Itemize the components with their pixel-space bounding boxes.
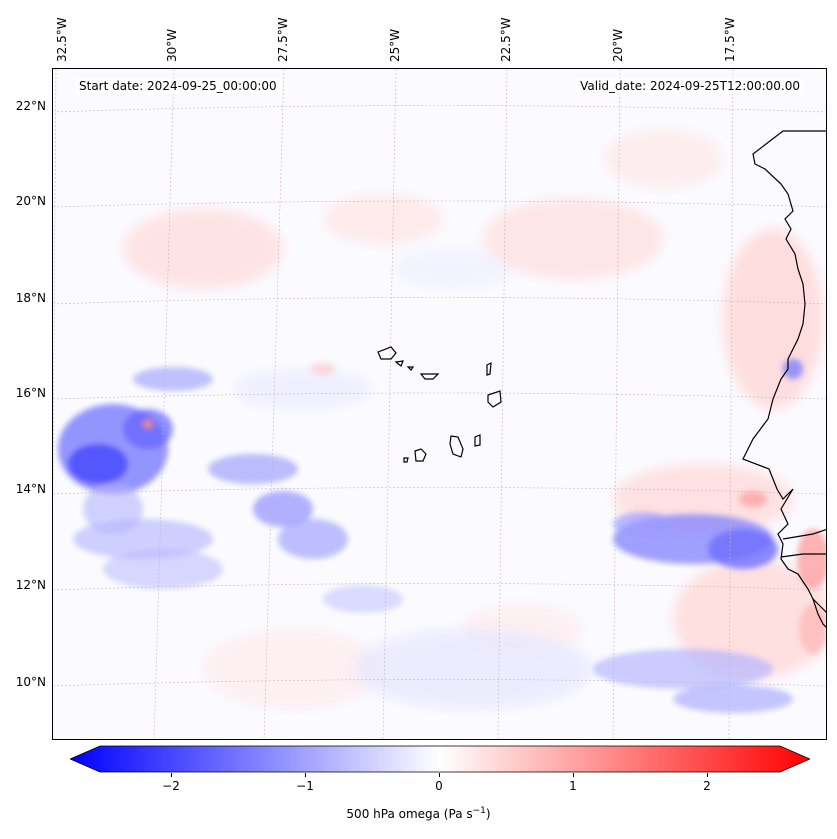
lon-label: 25°W: [388, 28, 402, 62]
colorbar-tick-label: 2: [703, 779, 711, 793]
colorbar-tick-label: −1: [296, 779, 314, 793]
island-brava: [403, 457, 409, 463]
colorbar-tick-label: 0: [435, 779, 443, 793]
map-panel: Start date: 2024-09-25_00:00:00 Valid_da…: [52, 68, 827, 740]
island-maio: [474, 434, 481, 447]
colorbar-label-text: 500 hPa omega (Pa s: [346, 807, 473, 821]
colorbar-tick-label: −2: [162, 779, 180, 793]
lat-label: 14°N: [15, 482, 46, 496]
omega-field-shading: [123, 129, 826, 709]
lon-label: 20°W: [611, 28, 625, 62]
colorbar-tick-mark: [439, 773, 440, 777]
lat-label: 12°N: [15, 578, 46, 592]
lat-label: 22°N: [15, 99, 46, 113]
lon-label: 22.5°W: [499, 17, 513, 62]
lat-label: 16°N: [15, 386, 46, 400]
lon-label: 17.5°W: [723, 17, 737, 62]
island-santo-antao: [377, 346, 397, 360]
colorbar-tick-mark: [573, 773, 574, 777]
gridlines: [53, 69, 826, 739]
island-sal: [486, 361, 492, 376]
island-santa-luzia: [406, 366, 415, 371]
lat-label: 18°N: [15, 291, 46, 305]
omega-positive-spots: [142, 363, 826, 654]
colorbar-tick-label: 1: [569, 779, 577, 793]
island-fogo: [414, 448, 427, 462]
lon-label: 32.5°W: [55, 17, 69, 62]
colorbar-tick-mark: [171, 773, 172, 777]
island-boa-vista: [487, 390, 502, 408]
colorbar-label-exponent: −1: [472, 806, 486, 816]
colorbar-tick-mark: [305, 773, 306, 777]
island-santiago: [449, 435, 464, 458]
gambia-coast: [782, 529, 826, 540]
lon-label: 30°W: [165, 28, 179, 62]
island-sao-nicolau: [419, 373, 440, 380]
guinea-coast: [812, 598, 826, 613]
lat-label: 20°N: [15, 194, 46, 208]
lon-label: 27.5°W: [276, 17, 290, 62]
colorbar-tick-mark: [707, 773, 708, 777]
omega-field-map: [53, 69, 826, 739]
valid-date-label: Valid_date: 2024-09-25T12:00:00.00: [576, 78, 804, 94]
cape-verde-islands: [377, 346, 502, 463]
lat-label: 10°N: [15, 675, 46, 689]
start-date-label: Start date: 2024-09-25_00:00:00: [75, 78, 281, 94]
colorbar-label-close: ): [485, 807, 491, 821]
coastlines: [742, 130, 826, 628]
senegal-river: [780, 553, 826, 558]
omega-negative-band: [58, 359, 803, 713]
africa-coast: [742, 130, 826, 628]
island-sao-vicente: [394, 360, 404, 367]
colorbar: [70, 745, 810, 773]
colorbar-label: 500 hPa omega (Pa s−1): [0, 806, 837, 821]
